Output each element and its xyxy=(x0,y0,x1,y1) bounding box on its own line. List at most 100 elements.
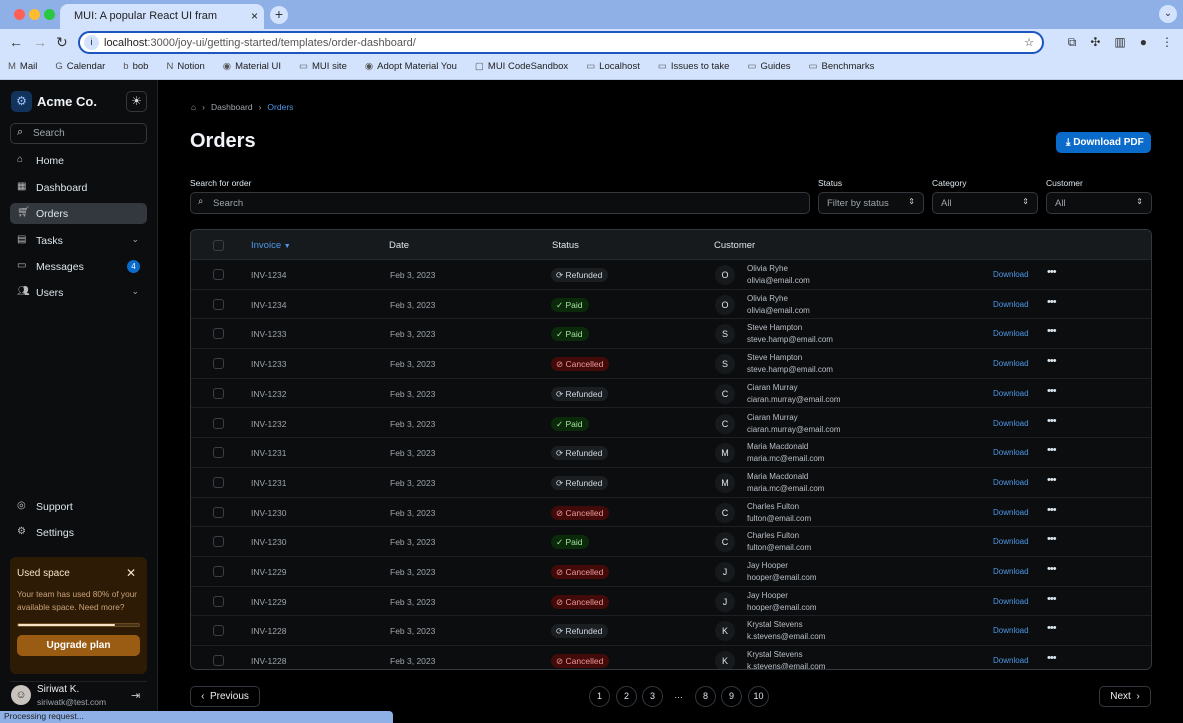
chevron-down-icon[interactable]: ⌄ xyxy=(131,286,139,296)
menu-icon[interactable]: ⋮ xyxy=(1161,35,1173,49)
more-options-icon[interactable]: ••• xyxy=(1047,355,1057,368)
select-all-checkbox[interactable] xyxy=(213,240,224,251)
download-link[interactable]: Download xyxy=(993,299,1029,309)
breadcrumb-dashboard[interactable]: Dashboard xyxy=(210,102,253,112)
profile-icon[interactable]: ● xyxy=(1139,35,1147,49)
more-options-icon[interactable]: ••• xyxy=(1047,652,1057,665)
sidebar-item-dashboard[interactable]: ▦ Dashboard xyxy=(10,177,147,198)
row-checkbox[interactable] xyxy=(213,328,224,340)
bookmark-item[interactable]: ▢ MUI CodeSandbox xyxy=(475,61,568,79)
sidebar-item-tasks[interactable]: ▤ Tasks ⌄ xyxy=(10,230,147,251)
forward-icon[interactable]: → xyxy=(33,34,47,50)
home-icon[interactable]: ⌂ xyxy=(191,102,197,112)
sidebar-item-users[interactable]: 👥︎ Users ⌄ xyxy=(10,282,147,303)
bookmark-item[interactable]: M Mail xyxy=(8,61,37,79)
page-button[interactable]: 9 xyxy=(721,686,742,707)
next-page-button[interactable]: Next › xyxy=(1099,686,1151,707)
puzzle-icon[interactable]: ✣ xyxy=(1090,35,1101,49)
site-info-icon[interactable]: i xyxy=(84,35,99,50)
bookmark-item[interactable]: ▭ Issues to take xyxy=(658,61,730,79)
sidebar-item-messages[interactable]: ▭ Messages 4 xyxy=(10,256,147,277)
download-link[interactable]: Download xyxy=(993,359,1029,369)
bookmark-item[interactable]: ▭ Localhost xyxy=(586,61,640,79)
bookmark-item[interactable]: ▭ MUI site xyxy=(299,61,347,79)
close-tab-icon[interactable]: × xyxy=(250,9,258,23)
sidebar-search-input[interactable]: ⌕ Search xyxy=(10,123,147,144)
star-icon[interactable]: ☆ xyxy=(1024,37,1034,49)
download-link[interactable]: Download xyxy=(993,626,1029,636)
sidebar-item-orders[interactable]: 🛒︎ Orders xyxy=(10,203,147,224)
page-button[interactable]: 10 xyxy=(748,686,769,707)
download-link[interactable]: Download xyxy=(993,329,1029,339)
more-options-icon[interactable]: ••• xyxy=(1047,533,1057,546)
category-select[interactable]: All ⇕ xyxy=(932,192,1038,214)
download-link[interactable]: Download xyxy=(993,596,1029,606)
sidebar-item-home[interactable]: ⌂ Home xyxy=(10,150,147,171)
download-link[interactable]: Download xyxy=(993,567,1029,576)
more-options-icon[interactable]: ••• xyxy=(1047,622,1057,635)
invoice-column-header[interactable]: Invoice ▼ xyxy=(251,240,291,251)
bookmark-item[interactable]: b bob xyxy=(123,61,148,79)
more-options-icon[interactable]: ••• xyxy=(1047,384,1057,397)
reload-icon[interactable]: ↻ xyxy=(56,34,68,50)
browser-tab[interactable]: MUI: A popular React UI fram × xyxy=(60,4,264,29)
download-link[interactable]: Download xyxy=(993,507,1029,517)
row-checkbox[interactable] xyxy=(213,417,224,429)
theme-toggle-button[interactable]: ☀ xyxy=(126,91,147,112)
download-link[interactable]: Download xyxy=(993,418,1029,428)
bookmark-item[interactable]: N Notion xyxy=(166,61,204,79)
new-tab-button[interactable]: + xyxy=(270,6,288,24)
more-options-icon[interactable]: ••• xyxy=(1047,592,1057,605)
bookmark-item[interactable]: ▭ Benchmarks xyxy=(809,61,875,79)
page-button[interactable]: 1 xyxy=(589,686,610,707)
more-options-icon[interactable]: ••• xyxy=(1047,473,1057,486)
bookmark-item[interactable]: G Calendar xyxy=(55,61,105,79)
more-options-icon[interactable]: ••• xyxy=(1047,414,1057,427)
extension-icon[interactable]: ⧉ xyxy=(1067,35,1077,49)
more-options-icon[interactable]: ••• xyxy=(1047,266,1057,278)
page-button[interactable]: 2 xyxy=(616,686,637,707)
page-button[interactable]: 8 xyxy=(695,686,716,707)
download-link[interactable]: Download xyxy=(993,477,1029,487)
upgrade-plan-button[interactable]: Upgrade plan xyxy=(17,635,140,656)
more-options-icon[interactable]: ••• xyxy=(1047,503,1057,516)
chevron-down-icon[interactable]: ⌄ xyxy=(131,234,139,244)
row-checkbox[interactable] xyxy=(213,298,224,310)
row-checkbox[interactable] xyxy=(213,595,224,607)
row-checkbox[interactable] xyxy=(213,358,224,370)
row-checkbox[interactable] xyxy=(213,625,224,637)
sidebar-item-support[interactable]: ◎ Support xyxy=(10,496,147,517)
download-link[interactable]: Download xyxy=(993,448,1029,458)
row-checkbox[interactable] xyxy=(213,269,224,280)
logout-icon[interactable]: ⇥ xyxy=(131,690,141,702)
row-checkbox[interactable] xyxy=(213,476,224,488)
row-checkbox[interactable] xyxy=(213,566,224,577)
download-link[interactable]: Download xyxy=(993,270,1029,279)
more-options-icon[interactable]: ••• xyxy=(1047,444,1057,457)
previous-page-button[interactable]: ‹ Previous xyxy=(190,686,260,707)
row-checkbox[interactable] xyxy=(213,655,224,667)
minimize-window-button[interactable] xyxy=(29,9,40,20)
back-icon[interactable]: ← xyxy=(9,34,23,50)
address-bar[interactable]: i localhost:3000/joy-ui/getting-started/t… xyxy=(78,31,1044,54)
order-search-input[interactable]: ⌕ Search xyxy=(190,192,810,214)
download-pdf-button[interactable]: ⤓ Download PDF xyxy=(1056,132,1151,153)
row-checkbox[interactable] xyxy=(213,506,224,518)
customer-select[interactable]: All ⇕ xyxy=(1046,192,1152,214)
status-select[interactable]: Filter by status ⇕ xyxy=(818,192,924,214)
page-button[interactable]: 3 xyxy=(642,686,663,707)
row-checkbox[interactable] xyxy=(213,447,224,459)
row-checkbox[interactable] xyxy=(213,536,224,548)
more-options-icon[interactable]: ••• xyxy=(1047,563,1057,575)
row-checkbox[interactable] xyxy=(213,387,224,399)
bookmark-item[interactable]: ◉ Adopt Material You xyxy=(365,61,457,79)
bookmark-item[interactable]: ◉ Material UI xyxy=(223,61,281,79)
bookmark-item[interactable]: ▭ Guides xyxy=(747,61,790,79)
more-options-icon[interactable]: ••• xyxy=(1047,325,1057,338)
download-link[interactable]: Download xyxy=(993,656,1029,666)
tab-search-button[interactable]: ⌄ xyxy=(1159,5,1177,23)
maximize-window-button[interactable] xyxy=(44,9,55,20)
sidebar-icon[interactable]: ▥ xyxy=(1114,35,1126,49)
more-options-icon[interactable]: ••• xyxy=(1047,295,1057,308)
close-window-button[interactable] xyxy=(14,9,25,20)
